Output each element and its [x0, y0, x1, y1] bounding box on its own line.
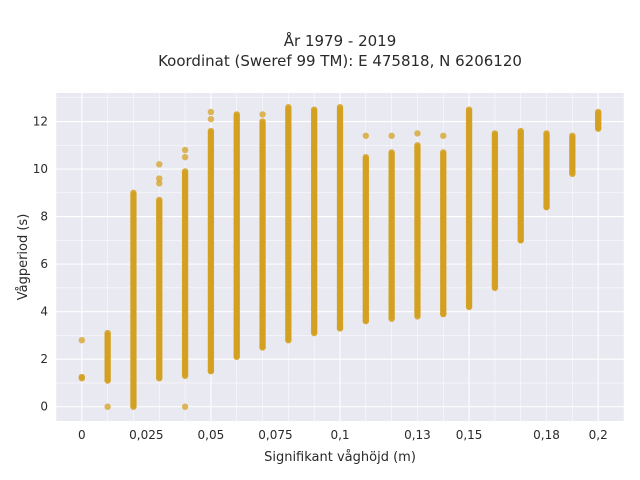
- data-point: [207, 367, 215, 375]
- x-tick-label: 0: [78, 428, 86, 442]
- data-point: [181, 372, 189, 380]
- data-point: [388, 315, 395, 322]
- data-point-outlier: [181, 146, 189, 154]
- data-point: [517, 237, 524, 244]
- data-point-outlier: [414, 130, 421, 137]
- data-point: [594, 125, 602, 132]
- data-point: [259, 344, 266, 351]
- y-tick-label: 6: [40, 257, 48, 271]
- data-point-outlier: [181, 403, 189, 410]
- data-point-outlier: [207, 115, 215, 123]
- data-point: [543, 203, 550, 211]
- x-tick-label: 0,18: [533, 428, 560, 442]
- y-tick-label: 8: [40, 210, 48, 224]
- data-point: [104, 377, 111, 384]
- y-axis-label: Vågperiod (s): [16, 214, 31, 301]
- data-point-outlier: [156, 161, 163, 168]
- data-point-outlier: [181, 153, 189, 161]
- chart-title-line-2: Koordinat (Sweref 99 TM): E 475818, N 62…: [158, 52, 522, 70]
- data-point: [130, 403, 137, 410]
- y-tick-labels: 0 2 4 6 8 10 12: [33, 115, 48, 414]
- data-point-outlier: [156, 180, 163, 187]
- data-point: [569, 170, 576, 178]
- data-point: [491, 284, 499, 292]
- x-tick-label: 0,15: [456, 428, 483, 442]
- y-tick-label: 10: [33, 162, 48, 176]
- x-tick-label: 0,2: [589, 428, 608, 442]
- data-point: [156, 375, 163, 382]
- data-points: [78, 104, 602, 410]
- x-tick-label: 0,05: [198, 428, 225, 442]
- x-tick-labels: 0 0,025 0,05 0,075 0,1 0,13 0,15 0,18 0,2: [78, 428, 608, 442]
- chart-title-line-1: År 1979 - 2019: [284, 31, 397, 50]
- data-point-outlier: [78, 336, 86, 344]
- y-tick-label: 12: [33, 115, 48, 129]
- data-point: [336, 325, 344, 332]
- y-tick-label: 2: [40, 352, 48, 366]
- y-tick-label: 4: [40, 305, 48, 319]
- data-point-outlier: [104, 403, 111, 410]
- y-tick-label: 0: [40, 400, 48, 414]
- data-point: [310, 329, 318, 337]
- data-point-outlier: [259, 111, 266, 118]
- data-point-outlier: [362, 132, 370, 139]
- data-point: [414, 313, 421, 320]
- x-tick-label: 0,075: [258, 428, 292, 442]
- x-tick-label: 0,025: [129, 428, 163, 442]
- data-point-outlier: [388, 132, 395, 139]
- x-tick-label: 0,1: [330, 428, 349, 442]
- data-point-outlier: [207, 108, 215, 116]
- data-point: [440, 310, 447, 318]
- data-point: [465, 303, 473, 311]
- data-point-outlier: [156, 175, 163, 182]
- data-point: [78, 375, 86, 382]
- data-point: [285, 336, 292, 344]
- x-axis-label: Signifikant våghöjd (m): [264, 450, 416, 465]
- data-point: [233, 353, 240, 361]
- data-point: [362, 317, 370, 325]
- x-tick-label: 0,13: [404, 428, 431, 442]
- data-point-outlier: [440, 132, 447, 139]
